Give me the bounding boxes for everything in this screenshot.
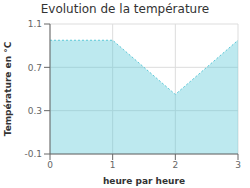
svg-text:-0.1: -0.1 (24, 149, 42, 159)
html-text:Evolution de la température: Evolution de la température (40, 2, 210, 16)
svg-text:heure par heure: heure par heure (103, 176, 185, 186)
svg-text:0: 0 (47, 160, 53, 170)
svg-text:0.7: 0.7 (28, 63, 42, 73)
svg-text:Température en °C: Température en °C (8, 41, 13, 136)
svg-text:3: 3 (235, 160, 241, 170)
svg-text:2: 2 (172, 160, 178, 170)
svg-text:1.1: 1.1 (28, 19, 42, 29)
svg-text:0.3: 0.3 (28, 106, 42, 116)
svg-text:1: 1 (110, 160, 116, 170)
